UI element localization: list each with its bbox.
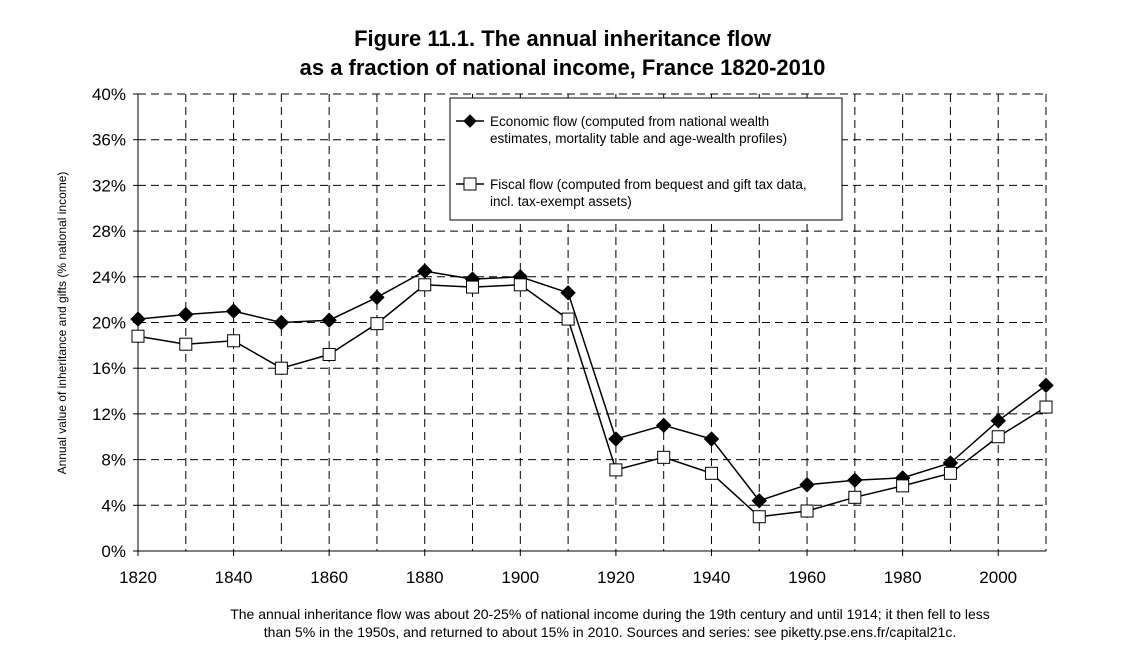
y-tick-label: 28%	[92, 222, 126, 241]
legend-box	[449, 97, 843, 221]
economic-flow-point	[799, 477, 815, 493]
x-tick-label: 1980	[884, 568, 922, 587]
chart-caption: The annual inheritance flow was about 20…	[130, 605, 1090, 641]
fiscal-flow-point	[418, 278, 432, 292]
fiscal-flow-point	[1039, 400, 1053, 414]
y-axis-label: Annual value of inheritance and gifts (%…	[55, 172, 69, 475]
y-tick-label: 12%	[92, 405, 126, 424]
fiscal-flow-point	[227, 334, 241, 348]
fiscal-flow-point	[513, 278, 527, 292]
fiscal-flow-point	[274, 361, 288, 375]
x-tick-label: 1960	[788, 568, 826, 587]
economic-flow-point	[990, 413, 1006, 429]
economic-flow-point	[178, 306, 194, 323]
economic-flow-point	[1038, 377, 1054, 394]
fiscal-flow-point	[609, 463, 623, 477]
x-tick-label: 1840	[215, 568, 253, 587]
fiscal-flow-point	[179, 337, 193, 351]
fiscal-flow-point	[131, 329, 145, 343]
fiscal-flow-point	[466, 280, 480, 294]
economic-flow-point	[655, 417, 672, 434]
legend-fiscal-label-line1: Fiscal flow (computed from bequest and g…	[490, 177, 807, 192]
y-tick-label: 40%	[92, 85, 126, 104]
fiscal-flow-point	[943, 466, 957, 480]
legend-fiscal-marker	[463, 177, 477, 191]
x-tick-label: 1920	[597, 568, 635, 587]
chart-series	[130, 263, 1054, 524]
y-tick-label: 24%	[92, 268, 126, 287]
fiscal-flow-point	[848, 490, 862, 504]
economic-flow-line	[137, 270, 1047, 502]
fiscal-flow-point	[370, 317, 384, 331]
chart-title-line1: Figure 11.1. The annual inheritance flow	[354, 26, 771, 51]
economic-flow-point	[130, 311, 146, 327]
x-tick-label: 1900	[501, 568, 539, 587]
chart-title-line2: as a fraction of national income, France…	[299, 55, 826, 80]
legend-fiscal-label-line2: incl. tax-exempt assets)	[490, 194, 632, 209]
fiscal-flow-point	[704, 466, 718, 480]
economic-flow-point	[847, 472, 863, 488]
y-tick-label: 16%	[92, 359, 126, 378]
fiscal-flow-line	[137, 284, 1047, 518]
chart-axes: 0% 4% 8% 12% 16% 20% 24% 28% 32% 36% 40% 1820 1840 18…	[92, 85, 1046, 587]
caption-line2: than 5% in the 1950s, and returned to ab…	[263, 624, 957, 640]
x-tick-label: 1940	[693, 568, 731, 587]
legend-economic-marker	[463, 114, 477, 128]
y-tick-label: 8%	[101, 451, 126, 470]
fiscal-flow-point	[752, 510, 766, 524]
economic-flow-point	[273, 314, 290, 331]
economic-flow-point	[751, 493, 767, 509]
y-tick-label: 32%	[92, 176, 126, 195]
legend-economic-label-line1: Economic flow (computed from national we…	[490, 114, 769, 129]
economic-flow-point	[703, 431, 720, 447]
fiscal-flow-point	[991, 430, 1005, 444]
legend-economic-label-line2: estimates, mortality table and age-wealt…	[490, 131, 787, 146]
economic-flow-point	[321, 312, 337, 328]
y-tick-label: 4%	[101, 496, 126, 515]
x-tick-label: 1820	[119, 568, 157, 587]
economic-flow-point	[369, 289, 385, 306]
economic-flow-point	[560, 285, 576, 301]
chart-legend: Economic flow (computed from national we…	[449, 97, 843, 221]
y-tick-label: 36%	[92, 131, 126, 150]
economic-flow-point	[225, 303, 242, 319]
caption-line1: The annual inheritance flow was about 20…	[230, 606, 990, 622]
y-tick-label: 0%	[101, 542, 126, 561]
x-tick-label: 2000	[979, 568, 1017, 587]
economic-flow-point	[608, 431, 624, 447]
fiscal-flow-point	[896, 479, 910, 493]
fiscal-flow-point	[657, 450, 671, 464]
fiscal-flow-point	[561, 312, 575, 326]
x-tick-label: 1860	[310, 568, 348, 587]
chart-title: Figure 11.1. The annual inheritance flow…	[0, 24, 1125, 82]
economic-flow-point	[417, 263, 433, 279]
chart-grid	[138, 93, 1047, 551]
fiscal-flow-point	[322, 347, 336, 361]
x-tick-label: 1880	[406, 568, 444, 587]
y-tick-label: 20%	[92, 314, 126, 333]
fiscal-flow-point	[800, 504, 814, 518]
